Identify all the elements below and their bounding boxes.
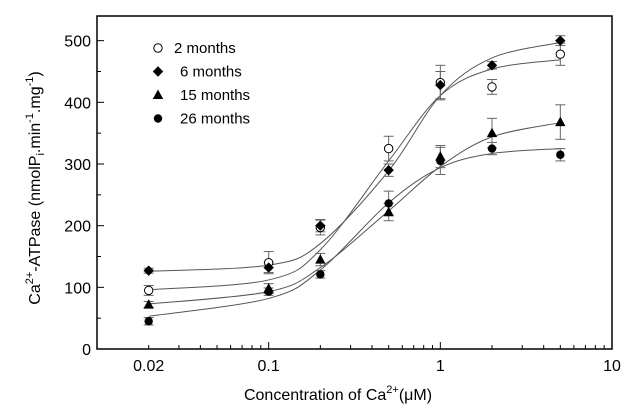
y-tick-label: 100 — [64, 280, 91, 297]
legend: 2 months 6 months 15 months 26 months — [152, 40, 250, 128]
data-point — [556, 150, 565, 159]
y-tick-label: 200 — [64, 219, 91, 236]
fit-curves — [148, 42, 561, 317]
data-point — [143, 285, 154, 296]
x-tick-label: 0.1 — [258, 358, 280, 375]
legend-marker — [153, 114, 163, 123]
data-point — [143, 265, 154, 276]
data-points — [143, 35, 566, 326]
data-point — [436, 156, 445, 166]
data-point — [263, 262, 274, 273]
y-tick-label: 500 — [64, 34, 91, 51]
legend-label: 2 months — [174, 40, 236, 57]
data-point — [384, 199, 393, 208]
data-point — [383, 206, 394, 217]
data-point — [315, 220, 326, 231]
data-point — [315, 254, 326, 264]
y-axis-ticks: 0 100 200 300 400 500 — [64, 34, 104, 359]
data-point — [264, 287, 273, 296]
data-point — [555, 116, 566, 127]
legend-marker — [153, 43, 163, 53]
x-tick-label: 1 — [436, 358, 445, 375]
legend-label: 26 months — [180, 111, 250, 128]
data-point — [486, 127, 498, 138]
data-point — [487, 82, 497, 92]
data-point — [383, 164, 394, 176]
data-point — [144, 317, 153, 326]
plot-frame — [96, 15, 613, 350]
y-tick-label: 400 — [64, 95, 91, 112]
x-tick-label: 10 — [603, 358, 621, 375]
data-point — [486, 60, 498, 71]
data-point — [487, 144, 497, 153]
legend-marker — [152, 89, 164, 99]
data-point — [555, 35, 566, 46]
y-tick-label: 300 — [64, 157, 91, 174]
fit-curve-2 — [148, 122, 561, 305]
legend-label: 6 months — [180, 64, 242, 81]
data-point — [383, 143, 394, 154]
data-point — [143, 299, 154, 309]
data-point — [555, 49, 566, 59]
plot-border — [96, 15, 613, 350]
data-point — [316, 270, 325, 279]
x-tick-label: 0.02 — [133, 358, 164, 375]
y-axis-title: Ca2+-ATPase (nmolPi.min-1.mg-1) — [24, 71, 47, 304]
fit-curve-3 — [148, 148, 561, 317]
legend-marker — [152, 66, 164, 77]
x-axis-ticks: 0.02 0.1 1 10 — [96, 342, 621, 375]
x-axis-title: Concentration of Ca2+(μM) — [244, 384, 432, 404]
y-tick-label: 0 — [82, 342, 91, 359]
legend-label: 15 months — [180, 87, 250, 104]
data-point — [435, 79, 446, 91]
